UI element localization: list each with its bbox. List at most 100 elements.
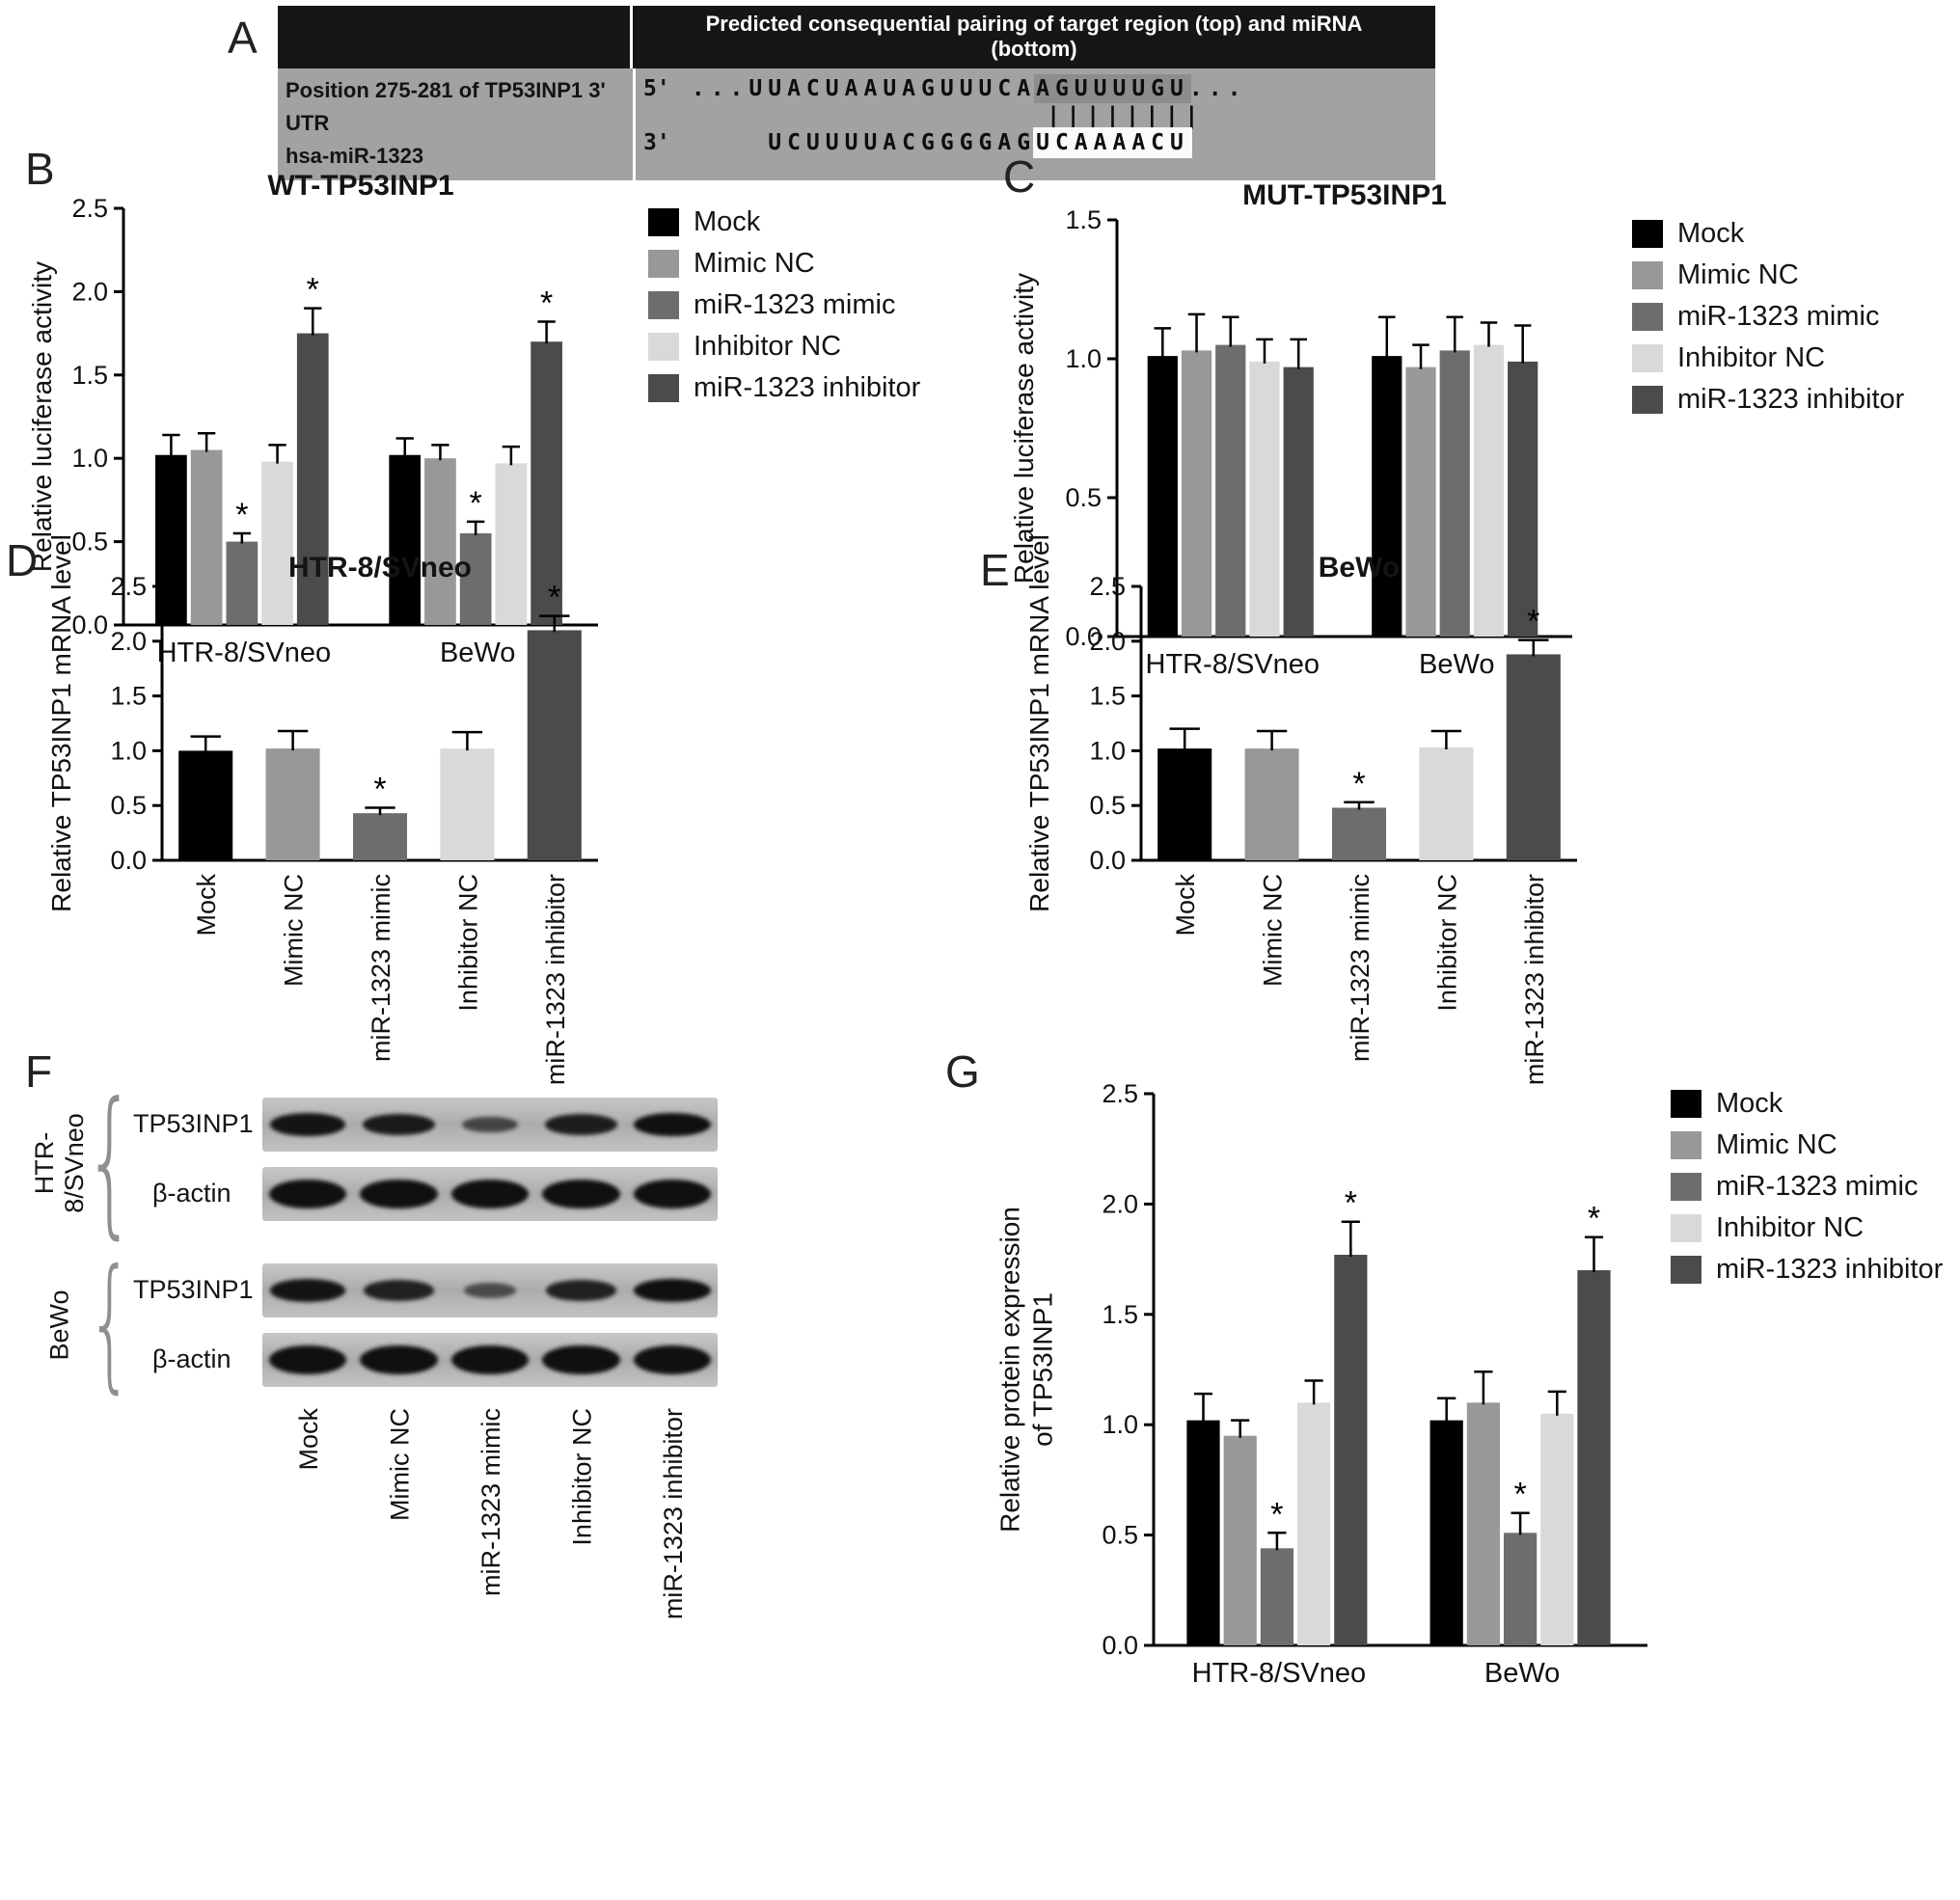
protein-band <box>546 1280 616 1301</box>
legend-label: miR-1323 inhibitor <box>1677 384 1905 415</box>
bar-chart-htr-mrna: 0.0 0.5 1.0 1.5 2.0 2.5 Mock Mimic NC miR-1323 m… <box>110 572 598 1085</box>
western-blot-htr-tp53inp1 <box>262 1098 718 1152</box>
blot-lane-labels: Mock Mimic NC miR-1323 mimic Inhibitor NC mi… <box>294 1408 688 1620</box>
bar <box>265 748 320 860</box>
y-tick-label: 1.5 <box>1089 682 1126 711</box>
legend-swatch <box>1671 1131 1701 1159</box>
utr-seq-pre: ...UUACUAAUAGUUUCA <box>691 75 1037 101</box>
y-tick-label: 0.5 <box>1102 1521 1138 1550</box>
y-tick-label: 2.5 <box>1089 572 1126 601</box>
legend-item: Mock <box>1671 1088 1943 1120</box>
y-tick-label: 0.0 <box>1065 622 1102 651</box>
pairing-bars: |||||||| <box>1046 101 1205 129</box>
protein-band <box>462 1116 518 1133</box>
category-label: miR-1323 mimic <box>1346 874 1375 1062</box>
y-tick-label: 1.0 <box>71 444 108 473</box>
lane-label: Mimic NC <box>386 1408 415 1521</box>
significance-asterisk: * <box>1352 766 1365 802</box>
significance-asterisk: * <box>235 497 248 533</box>
bar <box>190 449 223 625</box>
significance-asterisk: * <box>548 580 560 616</box>
category-label: Mimic NC <box>280 874 309 987</box>
protein-band <box>450 1180 530 1208</box>
y-tick-label: 2.5 <box>1102 1079 1138 1108</box>
cellline-bewo-line1: BeWo <box>44 1289 74 1361</box>
bar <box>1473 344 1505 637</box>
legend-item: Mock <box>1632 218 1904 250</box>
y-axis-label-d: Relative TP53INP1 mRNA level <box>46 534 77 912</box>
bar <box>459 532 492 625</box>
bar <box>352 813 408 860</box>
y-tick-label: 1.5 <box>110 682 147 711</box>
bar <box>531 341 562 625</box>
y-axis-label-g-line2: of TP53INP1 <box>1027 1292 1057 1447</box>
bar-chart-bewo-mrna: 0.0 0.5 1.0 1.5 2.0 2.5 Mock Mimic NC miR-1323 m… <box>1089 572 1577 1085</box>
utr-seq-match: AGUUUUGU <box>1036 75 1189 101</box>
bar <box>261 461 293 625</box>
bar <box>1540 1413 1574 1645</box>
category-label: miR-1323 mimic <box>367 874 395 1062</box>
legend-item: Mock <box>648 206 920 238</box>
group-label: HTR-8/SVneo <box>1192 1658 1367 1689</box>
blot-label-bactin-htr: β-actin <box>152 1179 231 1208</box>
mirna-prime-label: 3' <box>643 129 670 155</box>
bar <box>1147 356 1178 637</box>
y-tick-label: 1.0 <box>1089 736 1126 765</box>
legend-item: miR-1323 inhibitor <box>1632 384 1904 416</box>
y-tick-label: 0.5 <box>1089 791 1126 820</box>
brace-bewo: { <box>87 1239 133 1407</box>
bar <box>495 463 528 625</box>
y-tick-label: 1.5 <box>1102 1300 1138 1329</box>
sequence-name-column: Position 275-281 of TP53INP1 3' UTR hsa-… <box>278 68 633 180</box>
legend-c: Mock Mimic NC miR-1323 mimic Inhibitor NC mi… <box>1632 218 1904 416</box>
protein-band <box>542 1345 620 1374</box>
bar <box>1223 1435 1257 1645</box>
panel-label-b: B <box>25 144 55 194</box>
legend-label: Mock <box>1716 1088 1783 1119</box>
legend-item: Mimic NC <box>648 248 920 280</box>
pairing-line: |||||||| <box>643 101 1435 129</box>
bar <box>1372 356 1402 637</box>
bar <box>1331 807 1387 860</box>
utr-position-label: Position 275-281 of TP53INP1 3' UTR <box>286 77 606 135</box>
legend-swatch <box>1632 261 1663 289</box>
bar <box>1405 366 1436 637</box>
utr-sequence-text: ...UUACUAAUAGUUUCAAGUUUUGU... <box>692 72 1247 105</box>
brace-htr: { <box>84 1068 136 1254</box>
protein-band <box>270 1113 346 1136</box>
bar <box>1439 350 1470 637</box>
bar <box>1508 361 1538 637</box>
significance-asterisk: * <box>1588 1201 1600 1237</box>
utr-seq-post: ... <box>1188 75 1247 101</box>
bar-chart-wt-tp53inp1: 0.0 0.5 1.0 1.5 2.0 2.5 HTR-8/SVneo BeWo * * * * <box>71 194 598 668</box>
bar <box>1503 1533 1538 1645</box>
cellline-label-htr: HTR- 8/SVneo <box>30 1113 90 1213</box>
category-label: Mock <box>192 874 221 936</box>
protein-band <box>269 1180 347 1208</box>
sequence-column: 5' ...UUACUAAUAGUUUCAAGUUUUGU... |||||||… <box>633 68 1435 180</box>
legend-item: miR-1323 mimic <box>1632 301 1904 333</box>
mirna-sequence-text: UCUUUUACGGGGAGUCAAAACU <box>692 126 1189 159</box>
legend-label: miR-1323 inhibitor <box>694 372 921 403</box>
legend-label: Mimic NC <box>694 248 815 279</box>
legend-swatch <box>1632 344 1663 372</box>
group-label: HTR-8/SVneo <box>157 638 332 668</box>
protein-band <box>364 1280 434 1301</box>
legend-label: Mimic NC <box>1677 259 1799 290</box>
bar <box>1283 366 1314 637</box>
y-tick-label: 2.5 <box>110 572 147 601</box>
chart-title-bewo-mrna: BeWo <box>1318 552 1401 584</box>
utr-prime-label: 5' <box>643 75 670 101</box>
panel-label-f: F <box>25 1046 53 1097</box>
y-tick-label: 2.0 <box>1102 1189 1138 1218</box>
legend-swatch <box>1671 1256 1701 1284</box>
panel-label-a: A <box>228 13 258 63</box>
legend-b: Mock Mimic NC miR-1323 mimic Inhibitor NC mi… <box>648 206 920 404</box>
legend-swatch <box>648 374 679 402</box>
protein-band <box>633 1279 711 1302</box>
blot-label-bactin-bewo: β-actin <box>152 1344 231 1373</box>
legend-swatch <box>648 208 679 236</box>
utr-sequence-line: 5' ...UUACUAAUAGUUUCAAGUUUUGU... <box>643 72 1435 105</box>
table-header-text: Predicted consequential pairing of targe… <box>705 12 1363 62</box>
